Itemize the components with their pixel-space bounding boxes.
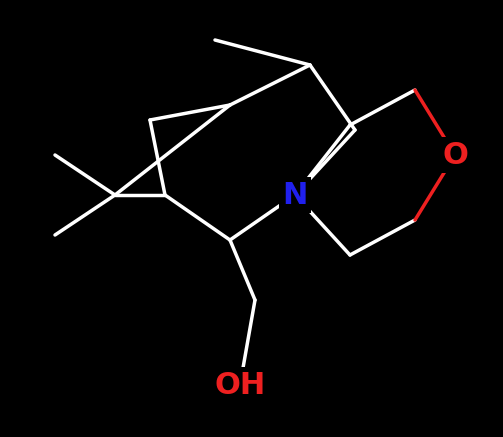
Text: O: O (442, 141, 468, 170)
Text: N: N (282, 180, 308, 209)
Text: OH: OH (214, 371, 266, 399)
